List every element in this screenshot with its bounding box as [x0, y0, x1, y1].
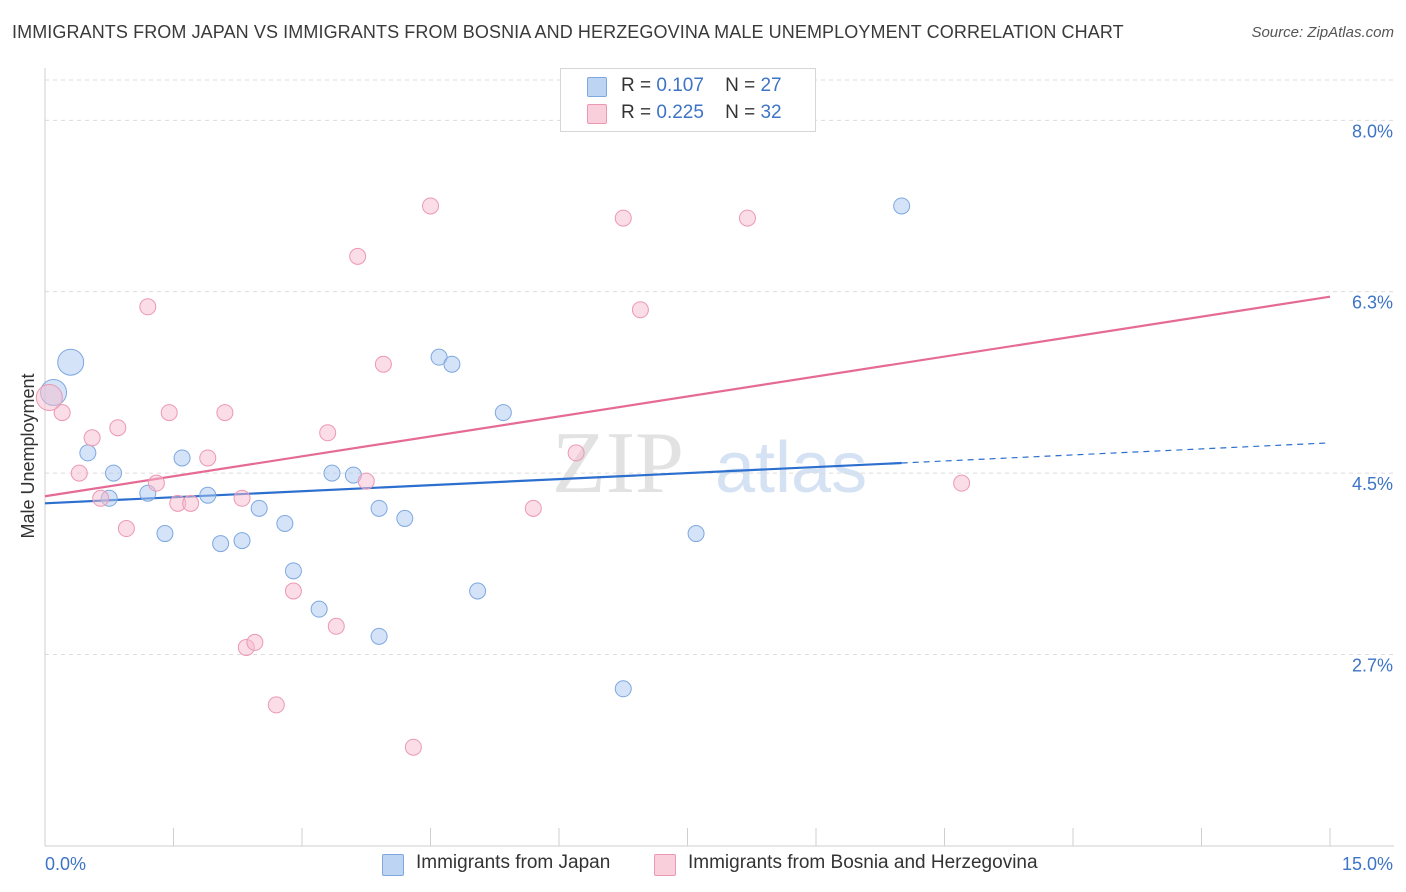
point-bosnia [327, 617, 345, 635]
axes [44, 68, 1394, 847]
y-tick-label: 6.3% [1352, 293, 1393, 313]
x-tick-label-min: 0.0% [45, 854, 86, 874]
point-bosnia [953, 474, 971, 492]
point-japan [323, 464, 341, 482]
trend-lines [44, 295, 1331, 505]
point-japan [173, 449, 191, 467]
point-bosnia [35, 383, 63, 411]
trend-line-bosnia [44, 295, 1331, 498]
point-bosnia [233, 489, 251, 507]
point-japan [57, 348, 85, 376]
point-japan [199, 486, 217, 504]
point-bosnia [139, 298, 157, 316]
point-bosnia [109, 419, 127, 437]
legend-text-japan: R = 0.107 N = 27 [621, 75, 782, 97]
point-japan [614, 680, 632, 698]
point-bosnia [349, 247, 367, 265]
point-bosnia [284, 582, 302, 600]
point-bosnia [182, 494, 200, 512]
point-bosnia [567, 444, 585, 462]
legend-r-label: R = [621, 75, 652, 96]
point-bosnia [267, 696, 285, 714]
point-japan [494, 404, 512, 422]
legend-r-label: R = [621, 102, 652, 123]
point-japan [310, 600, 328, 618]
point-bosnia [422, 197, 439, 215]
point-japan [79, 444, 97, 462]
point-bosnia [614, 209, 632, 227]
point-bosnia [53, 404, 71, 422]
data-points [35, 197, 971, 756]
point-bosnia [160, 404, 178, 422]
legend-swatch-japan [587, 77, 607, 97]
point-japan [430, 348, 448, 366]
legend-text-bosnia: R = 0.225 N = 32 [621, 102, 782, 124]
y-tick-label: 2.7% [1352, 656, 1393, 676]
point-bosnia [631, 301, 649, 319]
series-swatch-japan [382, 854, 404, 876]
x-tick-label-max: 15.0% [1342, 854, 1393, 874]
source-credit: Source: ZipAtlas.com [1251, 24, 1394, 41]
series-label-bosnia: Immigrants from Bosnia and Herzegovina [688, 852, 1038, 873]
legend-n-value-japan: 27 [760, 75, 782, 96]
point-japan [250, 499, 268, 517]
legend-r-value-japan: 0.107 [656, 75, 704, 96]
y-axis-label-group: Male Unemployment [18, 373, 38, 538]
point-japan [156, 525, 174, 543]
legend-swatch-bosnia [587, 104, 607, 124]
point-japan [893, 197, 911, 215]
point-bosnia [374, 355, 392, 373]
point-japan [370, 499, 388, 517]
point-bosnia [92, 489, 110, 507]
legend-n-label: N = [725, 102, 756, 123]
legend-n-value-bosnia: 32 [760, 102, 782, 123]
point-japan [687, 525, 705, 543]
watermark: ZIP atlas [552, 415, 867, 512]
trend-line-japan-extension [901, 442, 1331, 464]
point-bosnia [524, 499, 542, 517]
series-swatch-bosnia [654, 854, 676, 876]
point-bosnia [147, 474, 165, 492]
legend-r-value-bosnia: 0.225 [656, 102, 704, 123]
legend-n-label: N = [725, 75, 756, 96]
y-axis-label: Male Unemployment [18, 373, 38, 538]
watermark-zip: ZIP [552, 415, 684, 512]
grid-lines [45, 79, 1394, 655]
point-bosnia [357, 472, 375, 490]
point-japan [276, 514, 294, 532]
y-tick-label: 4.5% [1352, 474, 1393, 494]
chart-title: IMMIGRANTS FROM JAPAN VS IMMIGRANTS FROM… [12, 22, 1124, 42]
point-bosnia [319, 424, 337, 442]
correlation-legend: R = 0.107 N = 27 R = 0.225 N = 32 [560, 68, 816, 132]
series-label-japan: Immigrants from Japan [416, 852, 611, 873]
point-bosnia [404, 738, 422, 756]
point-japan [443, 355, 461, 373]
point-bosnia [83, 429, 101, 447]
point-japan [212, 535, 230, 553]
point-japan [370, 627, 388, 645]
point-bosnia [246, 633, 264, 651]
point-bosnia [199, 449, 217, 467]
point-bosnia [117, 520, 135, 538]
point-bosnia [216, 404, 234, 422]
y-tick-label: 8.0% [1352, 121, 1393, 141]
point-bosnia [738, 209, 756, 227]
point-japan [469, 582, 487, 600]
tick-labels: 2.7% 4.5% 6.3% 8.0% 0.0% 15.0% [45, 121, 1393, 874]
point-japan [105, 464, 123, 482]
point-bosnia [70, 464, 88, 482]
point-japan [284, 562, 302, 580]
point-japan [396, 509, 414, 527]
point-japan [233, 532, 251, 550]
